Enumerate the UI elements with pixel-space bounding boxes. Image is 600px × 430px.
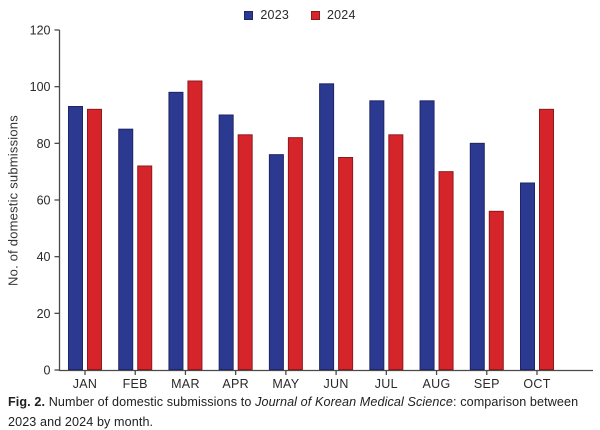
x-tick-label-apr: APR [222,377,249,391]
caption-journal-name: Journal of Korean Medical Science [255,395,453,409]
bar-2024-may [287,137,303,370]
y-tick-label: 20 [37,307,51,321]
x-tick-label-jan: JAN [73,377,98,391]
bar-2023-jul [369,100,385,370]
bar-2023-jan [68,106,83,370]
bar-2024-oct [539,108,554,370]
bar-2023-aug [419,100,435,370]
y-axis-title: No. of domestic submissions [5,115,21,286]
bar-2024-feb [137,165,153,370]
y-tick-label: 0 [44,364,51,378]
x-tick-label-oct: OCT [523,377,550,391]
bar-2024-mar [187,80,203,370]
bar-2024-apr [237,134,253,370]
bar-2023-jun [319,83,335,370]
bar-2023-oct [520,182,535,370]
x-tick-label-mar: MAR [171,377,200,391]
legend-label-2024: 2024 [327,8,356,22]
y-tick-label: 40 [37,250,51,264]
x-tick-label-feb: FEB [123,377,148,391]
legend-swatch-2024-icon [311,10,320,20]
bar-2023-mar [168,91,184,370]
legend-label-2023: 2023 [260,8,289,22]
bar-2023-feb [118,128,134,370]
caption-fig-label: Fig. 2. [8,395,46,409]
y-tick-label: 120 [30,24,51,38]
bar-2023-may [268,154,284,370]
bar-chart: 0 20 40 60 80 100 120 JAN FEB MAR APR MAY JUN JUL AUG S… [30,24,593,391]
x-tick-label-aug: AUG [423,377,451,391]
bar-2024-jun [338,157,354,370]
legend-item-2023: 2023 [244,8,289,22]
x-tick-label-may: MAY [272,377,299,391]
bar-2024-aug [438,171,454,370]
bar-2023-sep [469,142,485,370]
figure-caption: Fig. 2. Number of domestic submissions t… [8,393,594,430]
bar-2024-jul [388,134,404,370]
chart-legend: 2023 2024 [0,6,600,24]
caption-text-before: Number of domestic submissions to [45,395,256,409]
bar-2023-apr [218,114,234,370]
x-tick-label-sep: SEP [474,377,500,391]
legend-swatch-2023-icon [244,10,254,20]
bar-2024-jan [87,108,102,370]
x-tick-label-jun: JUN [324,377,349,391]
y-tick-label: 100 [30,80,51,94]
y-tick-label: 60 [37,194,51,208]
bar-2024-sep [488,210,504,370]
caption-text-after: : comparison between 2023 and 2024 by mo… [8,395,579,429]
legend-item-2024: 2024 [311,8,356,22]
y-tick-label: 80 [37,137,51,151]
x-tick-label-jul: JUL [375,377,398,391]
